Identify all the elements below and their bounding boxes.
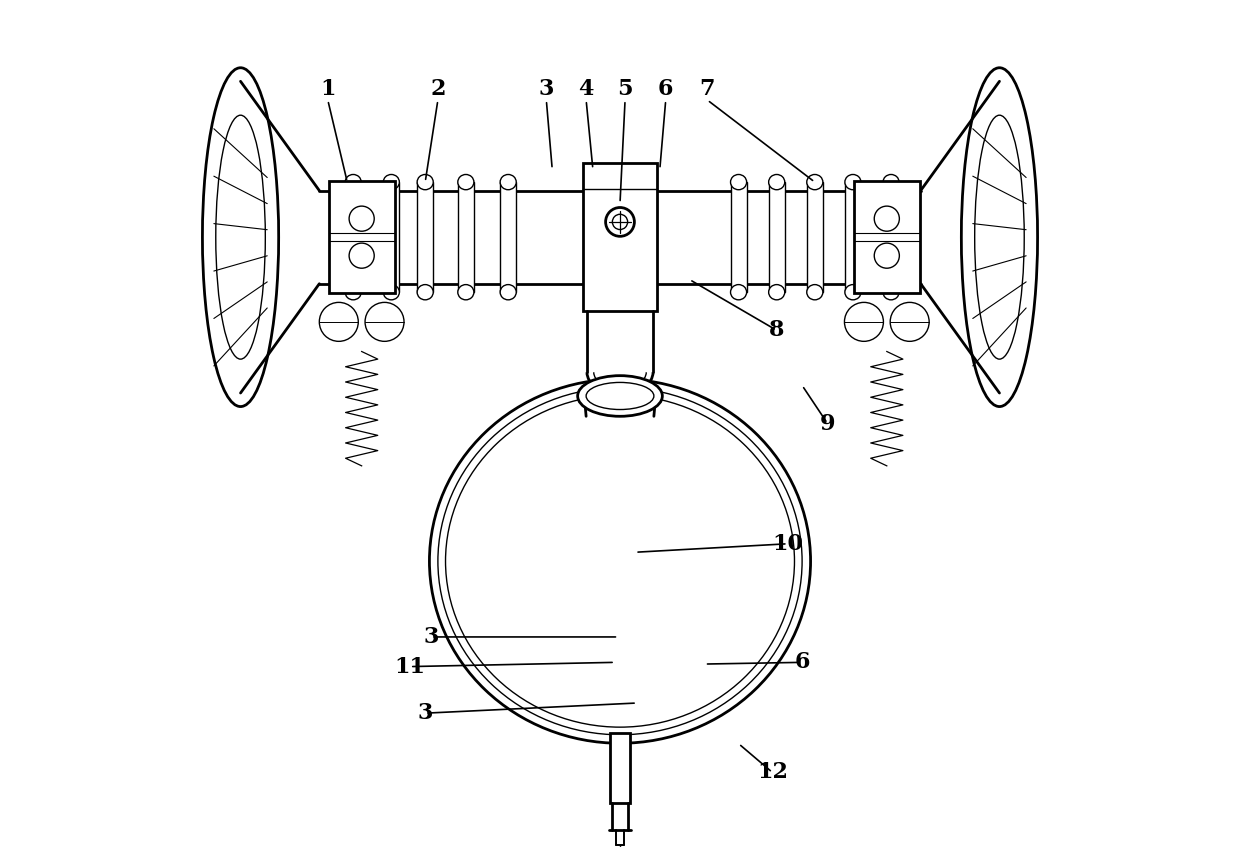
Circle shape [350,243,374,268]
Ellipse shape [961,68,1038,407]
Ellipse shape [807,285,823,300]
Text: 1: 1 [320,78,336,100]
Bar [345,182,361,292]
Ellipse shape [417,285,433,300]
Ellipse shape [383,174,399,190]
Ellipse shape [429,379,811,744]
Ellipse shape [417,174,433,190]
Bar [844,182,861,292]
Circle shape [365,302,404,341]
Text: 8: 8 [769,319,785,341]
Circle shape [320,302,358,341]
Ellipse shape [345,285,361,300]
Ellipse shape [730,285,746,300]
Circle shape [890,302,929,341]
Text: 3: 3 [418,702,433,724]
Bar [883,182,899,292]
Bar [458,182,474,292]
Ellipse shape [216,115,265,359]
Text: 2: 2 [430,78,445,100]
Ellipse shape [883,174,899,190]
Text: 4: 4 [578,78,594,100]
Ellipse shape [500,285,516,300]
Bar [383,182,399,292]
Bar [730,182,746,292]
Ellipse shape [807,174,823,190]
Ellipse shape [769,174,785,190]
Ellipse shape [445,395,795,727]
Bar [769,182,785,292]
Ellipse shape [578,376,662,417]
Text: 6: 6 [658,78,673,100]
Bar [500,182,516,292]
Ellipse shape [458,174,474,190]
Text: 3: 3 [423,626,439,648]
Ellipse shape [202,68,279,407]
Ellipse shape [458,285,474,300]
Ellipse shape [613,214,627,230]
Bar [329,181,394,293]
Ellipse shape [383,285,399,300]
Circle shape [350,206,374,231]
Ellipse shape [730,174,746,190]
Circle shape [844,302,883,341]
Bar [610,734,630,803]
Circle shape [874,206,899,231]
Ellipse shape [345,174,361,190]
Ellipse shape [844,174,861,190]
Text: 10: 10 [773,533,804,555]
Text: 11: 11 [394,656,425,678]
Bar [583,163,657,312]
Ellipse shape [605,208,635,236]
Bar [807,182,823,292]
Text: 9: 9 [820,412,836,435]
Ellipse shape [975,115,1024,359]
Ellipse shape [883,285,899,300]
Bar [417,182,433,292]
Text: 7: 7 [699,78,715,100]
Text: 6: 6 [795,651,810,673]
Bar [854,181,920,293]
Circle shape [874,243,899,268]
Ellipse shape [587,383,653,410]
Text: 5: 5 [618,78,632,100]
Ellipse shape [769,285,785,300]
Text: 12: 12 [756,761,787,783]
Ellipse shape [500,174,516,190]
Ellipse shape [844,285,861,300]
Ellipse shape [438,388,802,735]
Text: 3: 3 [538,78,554,100]
